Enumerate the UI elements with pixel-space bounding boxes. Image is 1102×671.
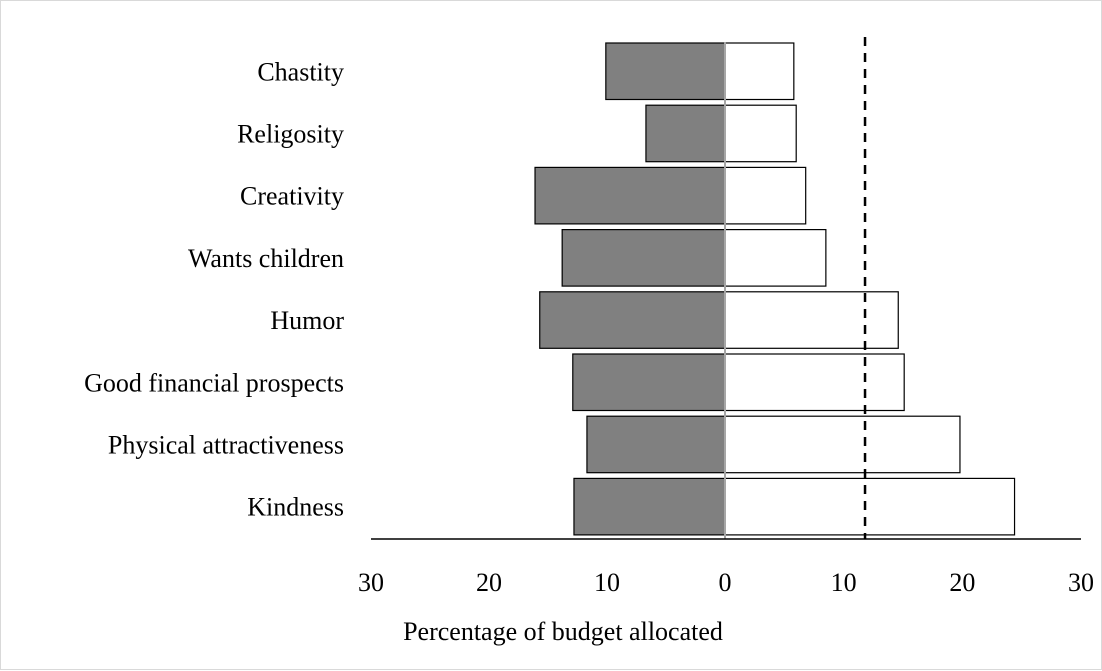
x-tick-label: 20: [949, 568, 975, 597]
bar-left-humor: [539, 291, 726, 349]
bar-right-kindness: [724, 477, 1016, 536]
x-axis-title: Percentage of budget allocated: [403, 617, 723, 646]
bar-left-good-financial-prospects: [572, 353, 726, 412]
x-tick-label: 30: [358, 568, 384, 597]
category-label: Creativity: [240, 182, 344, 211]
bar-right-chastity: [724, 42, 795, 101]
category-label: Kindness: [247, 493, 344, 522]
category-label: Religosity: [237, 119, 344, 148]
bar-left-physical-attractiveness: [586, 415, 726, 474]
bar-right-good-financial-prospects: [724, 353, 905, 412]
x-tick-label: 30: [1068, 568, 1094, 597]
bar-left-wants-children: [561, 229, 726, 287]
category-label: Chastity: [257, 57, 344, 86]
bar-right-humor: [724, 291, 899, 349]
bar-right-physical-attractiveness: [724, 415, 961, 474]
bar-left-religosity: [645, 104, 726, 163]
x-tick-label: 20: [476, 568, 502, 597]
category-label: Good financial prospects: [84, 368, 344, 397]
bar-right-religosity: [724, 104, 797, 163]
x-axis: [371, 42, 1081, 540]
bar-left-kindness: [573, 477, 726, 536]
x-tick-label: 10: [831, 568, 857, 597]
bar-left-chastity: [605, 42, 726, 101]
category-labels: Chastity Religosity Creativity Wants childr…: [84, 57, 344, 521]
bar-left-creativity: [534, 166, 726, 225]
category-label: Humor: [270, 306, 344, 335]
left-bars: [534, 42, 726, 536]
right-bars: [724, 42, 1016, 536]
x-tick-label: 10: [594, 568, 620, 597]
category-label: Wants children: [188, 244, 344, 273]
x-tick-labels: 30 20 10 0 10 20 30: [358, 568, 1094, 597]
bar-right-wants-children: [724, 229, 827, 287]
x-tick-label: 0: [719, 568, 732, 597]
bar-right-creativity: [724, 166, 807, 225]
category-label: Physical attractiveness: [108, 430, 344, 459]
